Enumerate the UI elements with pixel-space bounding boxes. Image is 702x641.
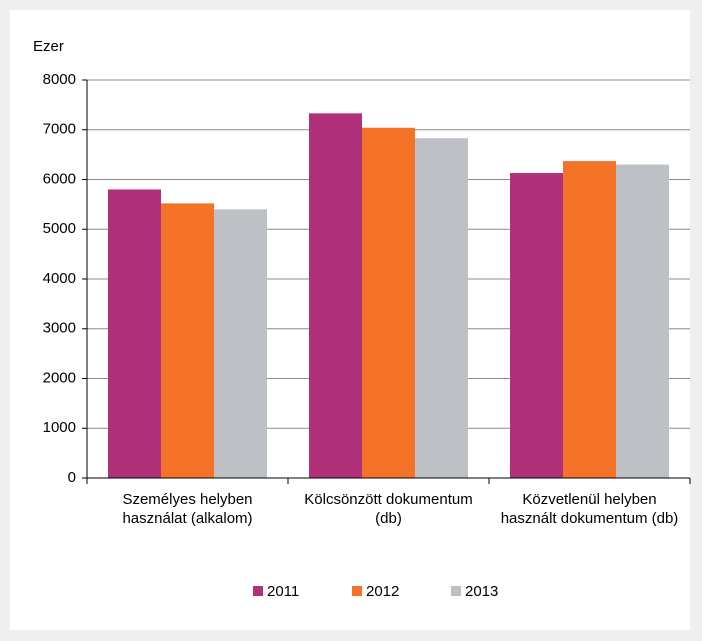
y-tick-label: 3000 <box>43 320 76 337</box>
legend-label: 2013 <box>465 583 498 600</box>
bar <box>616 164 669 478</box>
bar <box>415 138 468 478</box>
y-tick-label: 1000 <box>43 419 76 436</box>
x-tick-label: Közvetlenül helyben használt dokumentum … <box>500 491 679 527</box>
bar <box>108 189 161 478</box>
y-tick-label: 8000 <box>43 71 76 88</box>
bar <box>563 161 616 478</box>
y-tick-label: 6000 <box>43 170 76 187</box>
x-tick-label: Személyes helyben használat (alkalom) <box>122 491 253 527</box>
y-tick-label: 0 <box>68 469 76 486</box>
bar <box>161 203 214 478</box>
bar <box>309 113 362 479</box>
y-tick-label: 2000 <box>43 369 76 386</box>
legend-swatch <box>451 586 461 596</box>
legend-swatch <box>253 586 263 596</box>
y-tick-label: 4000 <box>43 270 76 287</box>
legend-label: 2011 <box>267 583 299 600</box>
x-tick-label: Kölcsönzött dokumentum (db) <box>304 491 473 527</box>
legend-swatch <box>352 586 362 596</box>
y-axis-label: Ezer <box>33 38 64 55</box>
bar <box>510 173 563 478</box>
bar <box>362 127 415 478</box>
bar <box>214 209 267 478</box>
y-tick-label: 7000 <box>43 121 76 138</box>
y-tick-label: 5000 <box>43 220 76 237</box>
legend-label: 2012 <box>366 583 399 600</box>
